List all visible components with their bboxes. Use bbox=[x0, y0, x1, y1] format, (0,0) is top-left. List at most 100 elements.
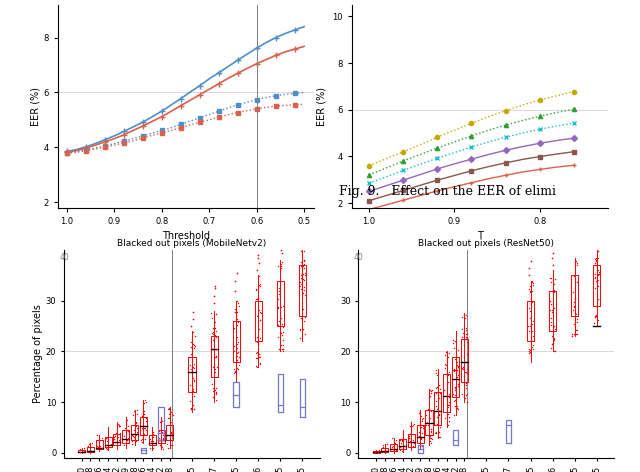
Point bbox=[592, 291, 602, 298]
Point bbox=[140, 435, 150, 443]
Point bbox=[421, 412, 431, 419]
Point bbox=[404, 434, 414, 442]
Point bbox=[250, 330, 260, 337]
Point bbox=[591, 312, 601, 320]
Point bbox=[252, 354, 262, 362]
Point bbox=[421, 421, 431, 428]
Point bbox=[157, 443, 167, 450]
Point bbox=[526, 312, 536, 320]
Point bbox=[232, 333, 242, 340]
Point bbox=[396, 447, 406, 455]
Point bbox=[277, 345, 287, 353]
Point bbox=[525, 320, 536, 328]
Point bbox=[299, 286, 309, 294]
Point bbox=[422, 418, 433, 426]
Point bbox=[570, 295, 580, 302]
Point bbox=[459, 394, 469, 401]
Point bbox=[295, 334, 305, 342]
Point bbox=[527, 328, 538, 335]
Point bbox=[459, 325, 469, 332]
Point bbox=[124, 428, 134, 435]
Point bbox=[592, 278, 602, 286]
Point bbox=[230, 368, 240, 375]
Point bbox=[434, 410, 444, 418]
Point bbox=[413, 409, 424, 417]
Point bbox=[210, 368, 220, 376]
Point bbox=[409, 421, 419, 428]
Point bbox=[396, 439, 406, 447]
Point bbox=[255, 280, 266, 287]
Point bbox=[148, 434, 158, 441]
Point bbox=[230, 335, 241, 343]
Point bbox=[233, 348, 243, 355]
Point bbox=[186, 368, 196, 376]
Point bbox=[233, 338, 243, 346]
Point bbox=[457, 364, 467, 371]
Point bbox=[528, 333, 538, 340]
Point bbox=[122, 426, 132, 434]
Point bbox=[211, 333, 221, 340]
Point bbox=[210, 365, 220, 373]
Point bbox=[461, 338, 472, 346]
Point bbox=[426, 439, 436, 447]
Point bbox=[434, 394, 444, 402]
Point bbox=[251, 362, 261, 370]
Point bbox=[295, 283, 305, 290]
Point bbox=[106, 441, 116, 448]
Point bbox=[590, 284, 600, 291]
Point bbox=[461, 311, 471, 319]
Point bbox=[425, 386, 435, 394]
Point bbox=[569, 298, 579, 306]
Point bbox=[525, 315, 535, 322]
Point bbox=[426, 386, 436, 394]
Point bbox=[524, 349, 534, 356]
Point bbox=[252, 287, 262, 294]
Point bbox=[100, 441, 111, 449]
Point bbox=[435, 385, 445, 393]
Point bbox=[525, 283, 536, 290]
Point bbox=[299, 248, 309, 255]
Point bbox=[397, 436, 408, 444]
Text: Fig. 9.   Effect on the EER of elimi: Fig. 9. Effect on the EER of elimi bbox=[339, 185, 556, 198]
Point bbox=[452, 382, 463, 390]
Point bbox=[395, 443, 405, 451]
Point bbox=[136, 436, 147, 444]
Point bbox=[120, 424, 130, 432]
Point bbox=[298, 289, 308, 296]
Point bbox=[527, 344, 537, 351]
Point bbox=[396, 446, 406, 454]
Point bbox=[186, 404, 196, 412]
Point bbox=[423, 421, 433, 429]
Point bbox=[444, 390, 454, 398]
Point bbox=[109, 435, 120, 443]
Point bbox=[189, 377, 199, 384]
Point bbox=[526, 329, 536, 337]
Point bbox=[431, 369, 442, 377]
Point bbox=[299, 264, 309, 272]
Point bbox=[211, 389, 221, 396]
Point bbox=[572, 261, 582, 268]
Point bbox=[296, 285, 306, 293]
Point bbox=[440, 362, 451, 369]
Point bbox=[593, 277, 604, 284]
Point bbox=[593, 282, 604, 289]
Point bbox=[207, 380, 217, 388]
Point bbox=[441, 348, 451, 356]
Point bbox=[373, 448, 383, 455]
Point bbox=[527, 277, 537, 285]
Point bbox=[451, 396, 461, 404]
Point bbox=[568, 320, 579, 328]
X-axis label: Threshold: Threshold bbox=[161, 231, 210, 241]
Point bbox=[526, 295, 536, 303]
Point bbox=[208, 388, 218, 395]
Point bbox=[591, 255, 601, 262]
Point bbox=[186, 350, 196, 358]
Point bbox=[458, 326, 468, 333]
Point bbox=[83, 442, 93, 450]
Point bbox=[300, 330, 310, 337]
Point bbox=[276, 314, 286, 322]
Point bbox=[186, 343, 196, 351]
Point bbox=[524, 285, 534, 293]
Point bbox=[127, 431, 137, 438]
Point bbox=[232, 353, 242, 360]
